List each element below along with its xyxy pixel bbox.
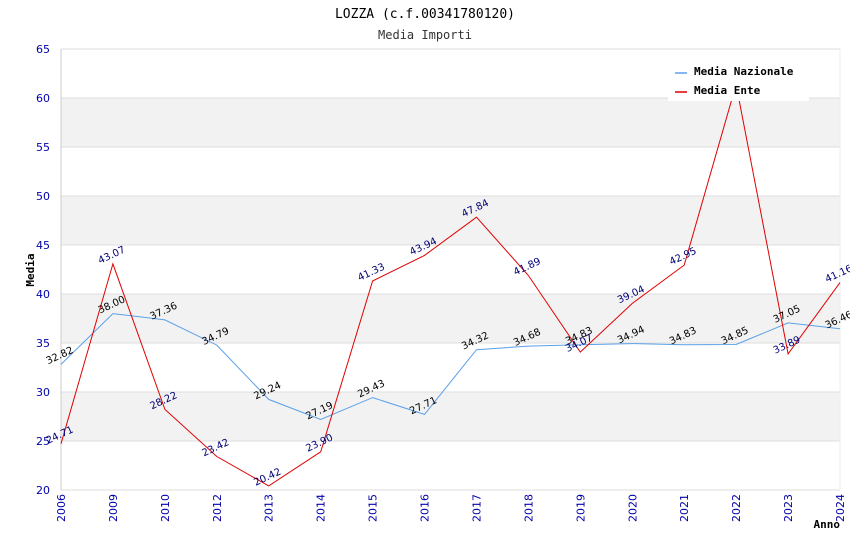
x-tick-label: 2013 (263, 494, 276, 522)
y-tick-label: 60 (36, 92, 50, 105)
data-label-ente: 41.16 (824, 263, 850, 285)
series-group (60, 84, 841, 487)
series-line-ente (60, 84, 841, 487)
band (61, 98, 840, 147)
x-tick-label: 2012 (211, 494, 224, 522)
y-tick-label: 50 (36, 190, 50, 203)
data-label-ente: 43.07 (97, 245, 128, 267)
x-tick-label: 2015 (367, 494, 380, 522)
x-tick-label: 2021 (678, 494, 691, 522)
y-tick-label: 35 (36, 337, 50, 350)
x-tick-label: 2014 (315, 494, 328, 522)
chart-title: LOZZA (c.f.00341780120) (335, 7, 515, 22)
y-tick-label: 40 (36, 288, 50, 301)
y-tick-label: 45 (36, 239, 50, 252)
x-tick-label: 2019 (574, 494, 587, 522)
y-axis-ticks: 20 25 30 35 40 45 50 55 60 65 (36, 43, 50, 497)
data-label-ente: 41.33 (356, 262, 387, 284)
x-axis-label: Anno (814, 518, 841, 531)
data-label-ente: 24.71 (45, 425, 76, 447)
x-tick-label: 2018 (522, 494, 535, 522)
band (61, 294, 840, 343)
y-axis-label: Media (24, 253, 37, 286)
x-axis-ticks: 2006 2009 2010 2012 2013 2014 2015 2016 2017 2018… (55, 494, 847, 522)
x-tick-label: 2020 (626, 494, 639, 522)
y-tick-label: 65 (36, 43, 50, 56)
x-tick-label: 2024 (834, 494, 847, 522)
x-tick-label: 2016 (419, 494, 432, 522)
series-line-nazionale (60, 313, 841, 421)
x-tick-label: 2009 (107, 494, 120, 522)
data-label-ente: 42.95 (668, 246, 699, 268)
y-tick-label: 25 (36, 435, 50, 448)
chart-subtitle: Media Importi (378, 28, 472, 42)
background-bands (61, 98, 840, 441)
gridlines (60, 48, 841, 491)
x-tick-label: 2023 (782, 494, 795, 522)
x-tick-label: 2017 (470, 494, 483, 522)
x-tick-label: 2022 (730, 494, 743, 522)
legend-label-ente: Media Ente (694, 84, 761, 97)
y-tick-label: 30 (36, 386, 50, 399)
x-tick-label: 2006 (55, 494, 68, 522)
legend-label-nazionale: Media Nazionale (694, 65, 794, 78)
band (61, 196, 840, 245)
x-tick-label: 2010 (159, 494, 172, 522)
y-tick-label: 55 (36, 141, 50, 154)
legend-box (668, 60, 809, 101)
y-tick-label: 20 (36, 484, 50, 497)
legend: Media Nazionale Media Ente (668, 60, 809, 101)
